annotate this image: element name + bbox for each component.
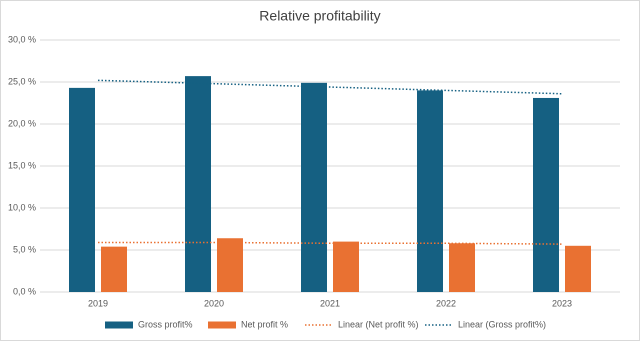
legend-label: Linear (Net profit %) xyxy=(338,319,419,329)
x-tick-label: 2021 xyxy=(320,298,340,308)
trend-line xyxy=(98,241,563,245)
chart-title: Relative profitability xyxy=(259,8,380,24)
legend-swatch xyxy=(105,321,133,329)
y-tick-label: 30,0 % xyxy=(8,34,36,44)
bar xyxy=(333,241,359,292)
x-tick-label: 2019 xyxy=(88,298,108,308)
x-tick-label: 2022 xyxy=(436,298,456,308)
legend-swatch xyxy=(208,321,236,329)
y-tick-label: 5,0 % xyxy=(13,244,36,254)
bar xyxy=(101,246,127,292)
bar xyxy=(449,243,475,292)
bar xyxy=(533,97,559,293)
bar xyxy=(185,76,211,293)
bar xyxy=(69,87,95,292)
bar xyxy=(565,245,591,292)
y-tick-label: 0,0 % xyxy=(13,286,36,296)
trend-line xyxy=(97,79,563,95)
x-tick-label: 2020 xyxy=(204,298,224,308)
y-tick-label: 20,0 % xyxy=(8,118,36,128)
y-tick-label: 10,0 % xyxy=(8,202,36,212)
bar xyxy=(301,82,327,292)
legend-label: Linear (Gross profit%) xyxy=(458,319,546,329)
bar xyxy=(217,238,243,292)
legend-label: Net profit % xyxy=(241,319,288,329)
y-tick-label: 15,0 % xyxy=(8,160,36,170)
x-tick-label: 2023 xyxy=(552,298,572,308)
legend-label: Gross profit% xyxy=(138,319,193,329)
bar xyxy=(417,90,443,293)
y-tick-label: 25,0 % xyxy=(8,76,36,86)
